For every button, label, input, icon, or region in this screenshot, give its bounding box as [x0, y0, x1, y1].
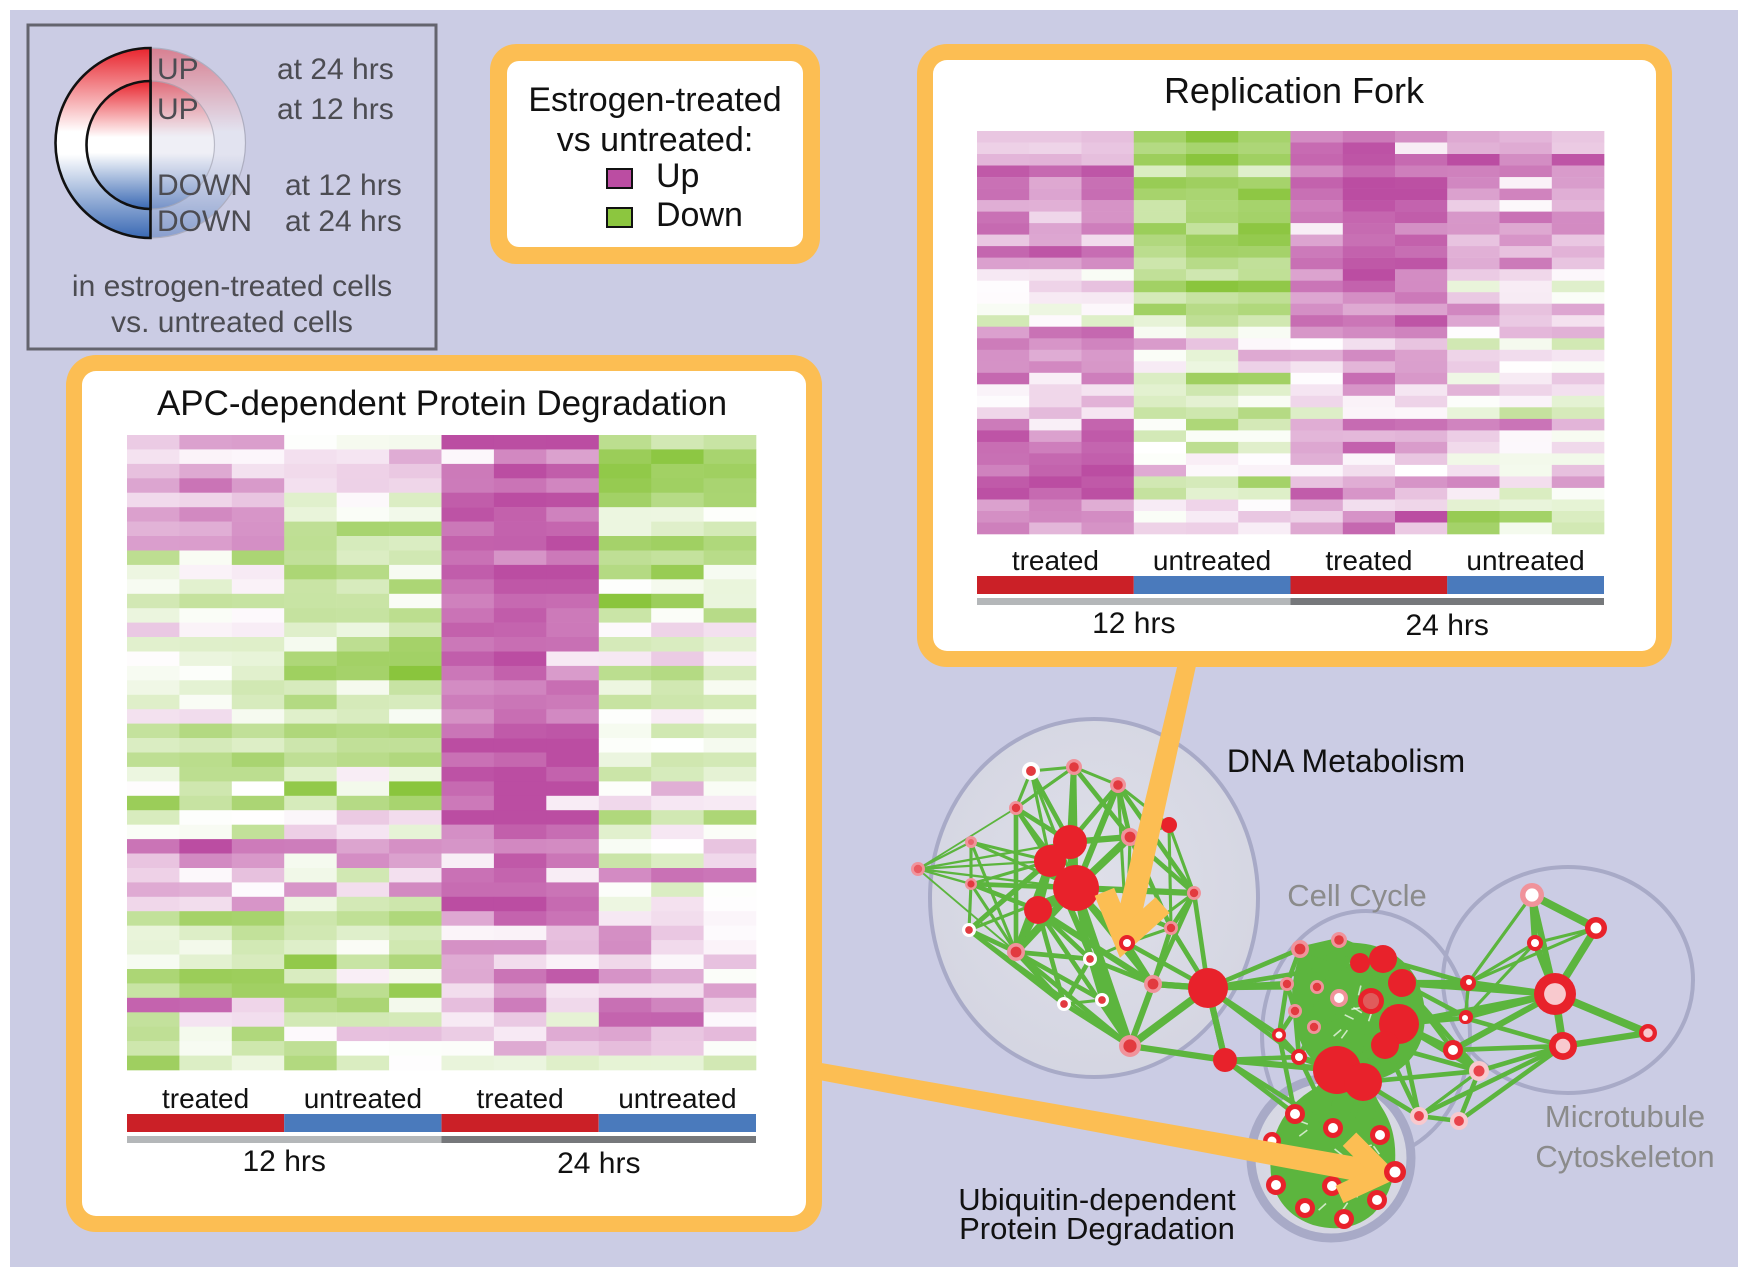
- svg-text:treated: treated: [1325, 545, 1412, 576]
- svg-text:untreated: untreated: [1153, 545, 1271, 576]
- svg-text:APC-dependent Protein Degradat: APC-dependent Protein Degradation: [157, 384, 727, 423]
- svg-text:Microtubule: Microtubule: [1545, 1099, 1705, 1134]
- svg-text:Replication Fork: Replication Fork: [1164, 70, 1425, 111]
- svg-text:vs untreated:: vs untreated:: [557, 121, 754, 159]
- svg-text:24 hrs: 24 hrs: [1406, 609, 1489, 642]
- svg-text:untreated: untreated: [618, 1083, 736, 1114]
- svg-text:DOWN: DOWN: [157, 205, 252, 238]
- svg-text:treated: treated: [1012, 545, 1099, 576]
- svg-text:treated: treated: [162, 1083, 249, 1114]
- svg-text:untreated: untreated: [1466, 545, 1584, 576]
- svg-text:vs. untreated cells: vs. untreated cells: [111, 306, 353, 339]
- svg-text:at 24 hrs: at 24 hrs: [277, 53, 394, 86]
- svg-text:Cytoskeleton: Cytoskeleton: [1535, 1139, 1714, 1174]
- svg-text:Down: Down: [656, 196, 743, 234]
- svg-text:at 12 hrs: at 12 hrs: [285, 169, 402, 202]
- svg-text:UP: UP: [157, 53, 199, 86]
- svg-text:Protein Degradation: Protein Degradation: [959, 1211, 1235, 1246]
- svg-text:12 hrs: 12 hrs: [243, 1145, 326, 1178]
- svg-text:untreated: untreated: [304, 1083, 422, 1114]
- svg-text:treated: treated: [477, 1083, 564, 1114]
- svg-text:Up: Up: [656, 157, 699, 195]
- svg-text:in estrogen-treated cells: in estrogen-treated cells: [72, 270, 392, 303]
- svg-text:DNA Metabolism: DNA Metabolism: [1227, 743, 1465, 779]
- svg-text:at 24 hrs: at 24 hrs: [285, 205, 402, 238]
- svg-text:24 hrs: 24 hrs: [557, 1147, 640, 1180]
- svg-text:at 12 hrs: at 12 hrs: [277, 93, 394, 126]
- svg-text:Estrogen-treated: Estrogen-treated: [528, 81, 781, 119]
- svg-text:UP: UP: [157, 93, 199, 126]
- svg-text:Cell Cycle: Cell Cycle: [1287, 878, 1427, 913]
- svg-text:12 hrs: 12 hrs: [1092, 607, 1175, 640]
- svg-text:DOWN: DOWN: [157, 169, 252, 202]
